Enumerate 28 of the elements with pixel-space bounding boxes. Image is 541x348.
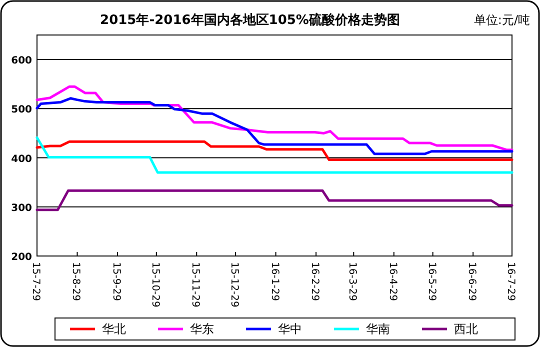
text: 单位:元/吨 [474,13,530,27]
x-tick-label: 16-7-29 [505,262,516,302]
line-series [36,140,514,161]
x-tick-label: 16-1-29 [268,262,280,302]
x-tick-label: 16-6-29 [466,262,478,302]
x-tick-label: 15-7-29 [30,262,41,302]
line-series [36,97,514,156]
x-tick-label: 15-9-29 [110,262,122,302]
legend-label: 西北 [454,322,478,336]
y-tick-label: 600 [11,56,32,67]
line-series [36,189,514,212]
x-tick-label: 15-12-29 [228,262,240,308]
x-tick-label: 16-5-29 [426,262,437,302]
x-tick-label: 15-11-29 [190,262,201,308]
chart-title: 2015年-2016年国内各地区105%硫酸价格走势图 [100,12,400,28]
legend-label: 华中 [278,322,302,336]
x-tick-label: 15-8-29 [70,262,82,302]
y-tick-label: 500 [11,104,32,116]
legend-label: 华北 [102,322,126,336]
y-tick-label: 300 [11,202,32,214]
x-tick-label: 16-3-29 [346,262,358,302]
legend-label: 华南 [366,322,390,336]
legend-label: 华东 [190,322,214,336]
x-tick-label: 16-4-29 [386,262,398,302]
x-tick-label: 16-2-29 [309,262,320,302]
y-tick-label: 400 [11,154,32,165]
y-tick-label: 200 [11,252,32,263]
x-tick-label: 15-10-29 [149,262,160,308]
